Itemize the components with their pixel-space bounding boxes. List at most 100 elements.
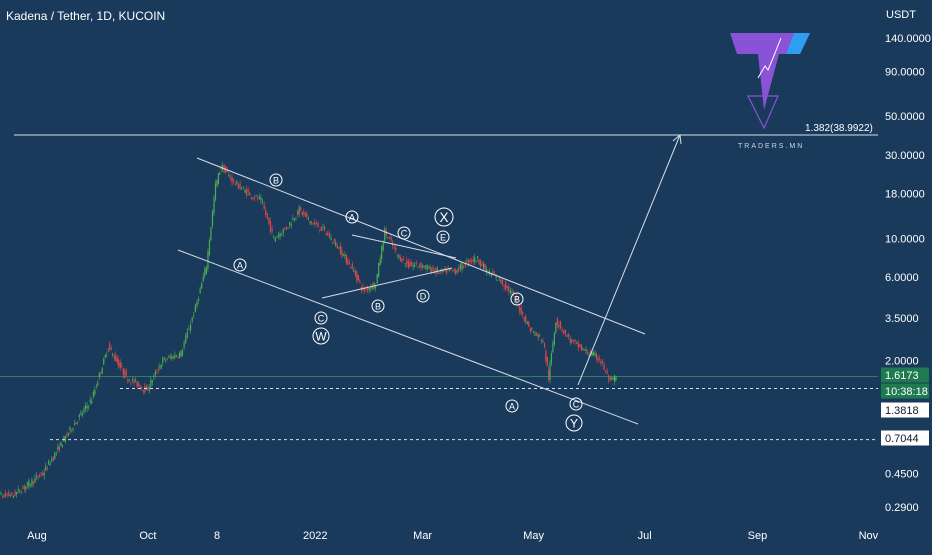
candle-body xyxy=(57,446,59,450)
candle-body xyxy=(78,414,80,418)
fib-level-label: 1.382(38.9922) xyxy=(805,123,873,134)
candle-body xyxy=(80,412,82,414)
candle-body xyxy=(172,356,174,359)
candle-body xyxy=(549,363,551,380)
candle-body xyxy=(458,267,460,271)
candle-body xyxy=(534,333,536,336)
candle-body xyxy=(165,360,167,361)
price-tick-label: 0.2900 xyxy=(885,502,919,514)
candle-body xyxy=(188,329,190,331)
currency-label: USDT xyxy=(886,9,916,21)
candle-body xyxy=(401,258,403,263)
candle-body xyxy=(594,353,596,356)
candle-body xyxy=(529,328,531,332)
candle-body xyxy=(374,285,377,288)
candle-body xyxy=(455,270,457,275)
candle-body xyxy=(327,232,329,235)
candle-body xyxy=(46,467,48,469)
candle-body xyxy=(522,311,524,314)
candle-body xyxy=(588,354,590,356)
projection-arrowhead xyxy=(672,134,682,145)
candle-body xyxy=(304,212,307,217)
price-tick-label: 2.0000 xyxy=(885,355,919,367)
candle-body xyxy=(552,343,554,353)
candle-body xyxy=(384,228,386,241)
candle-body xyxy=(213,198,215,213)
candle-body xyxy=(449,269,451,270)
candle-body xyxy=(410,262,413,266)
candle-body xyxy=(274,237,276,242)
candle-body xyxy=(412,265,414,268)
candle-body xyxy=(415,262,417,265)
candle-body xyxy=(113,356,115,359)
candle-body xyxy=(579,344,581,347)
candle-body xyxy=(25,486,27,490)
candle-body xyxy=(45,466,47,471)
candle-body xyxy=(139,385,141,389)
time-tick-label: Jul xyxy=(638,530,652,542)
channel-upper-line[interactable] xyxy=(196,157,646,335)
candle-body xyxy=(196,301,198,307)
candle-body xyxy=(77,421,79,423)
candle-body xyxy=(51,459,53,462)
candle-body xyxy=(525,316,527,323)
candle-body xyxy=(174,354,176,358)
candle-body xyxy=(335,242,337,246)
candle-body xyxy=(535,332,538,336)
time-tick-label: 8 xyxy=(214,530,220,542)
candle-body xyxy=(319,229,321,231)
candle-body xyxy=(290,223,292,227)
price-tick-label: 0.4500 xyxy=(885,469,919,481)
candle-body xyxy=(438,272,440,274)
candle-body xyxy=(115,354,117,362)
candle-body xyxy=(387,236,389,238)
candle-body xyxy=(574,339,576,342)
candle-body xyxy=(461,262,463,270)
candle-body xyxy=(1,496,4,498)
candle-body xyxy=(353,270,355,272)
candle-body xyxy=(550,353,553,364)
channel-lower-line[interactable] xyxy=(177,249,639,425)
candle-body xyxy=(306,213,308,218)
candle-body xyxy=(393,247,395,249)
candle-body xyxy=(298,207,300,215)
candle-body xyxy=(38,474,41,477)
candle-body xyxy=(501,279,504,285)
candle-body xyxy=(178,352,181,358)
candle-body xyxy=(463,266,465,268)
projection-arrow-line[interactable] xyxy=(577,134,681,386)
triangle-upper-line[interactable] xyxy=(351,234,457,259)
candle-body xyxy=(127,379,129,382)
candle-body xyxy=(244,190,246,193)
candle-body xyxy=(166,359,168,360)
candle-body xyxy=(279,233,281,238)
candle-body xyxy=(116,358,118,363)
candle-body xyxy=(331,242,334,243)
candle-body xyxy=(285,227,288,230)
candle-body xyxy=(586,352,589,354)
candle-body xyxy=(325,233,327,235)
candle-body xyxy=(444,268,446,270)
candle-body xyxy=(69,426,71,431)
price-tick-label: 18.0000 xyxy=(885,189,925,201)
candle-body xyxy=(532,331,534,333)
triangle-lower-line[interactable] xyxy=(321,267,453,299)
candle-body xyxy=(543,343,546,348)
candle-body xyxy=(436,269,439,271)
wave-label: A xyxy=(237,260,243,270)
candle-body xyxy=(103,358,105,365)
candle-body xyxy=(612,378,614,379)
candle-body xyxy=(362,286,364,289)
candle-body xyxy=(34,477,36,483)
candle-body xyxy=(476,256,479,259)
candle-body xyxy=(356,271,358,281)
candle-body xyxy=(429,266,431,269)
candle-body xyxy=(92,392,94,397)
candle-body xyxy=(276,236,278,238)
candle-body xyxy=(271,228,273,232)
candle-body xyxy=(359,281,361,283)
wave-label: X xyxy=(439,210,448,225)
candle-body xyxy=(233,179,235,181)
